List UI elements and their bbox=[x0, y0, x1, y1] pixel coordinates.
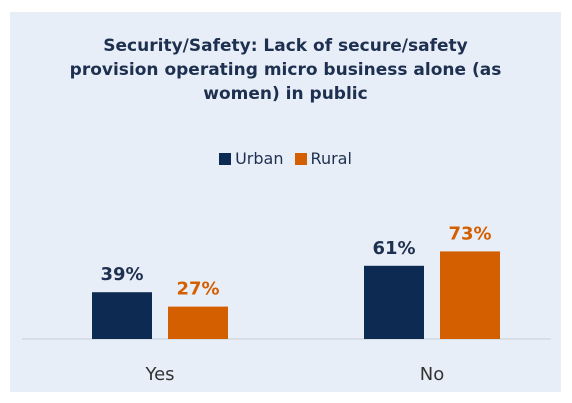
data-label-no-rural: 73% bbox=[448, 223, 491, 244]
chart-title: Security/Safety: Lack of secure/safety p… bbox=[10, 34, 561, 106]
legend-swatch-urban bbox=[219, 153, 232, 165]
chart-title-line-2: provision operating micro business alone… bbox=[69, 60, 502, 80]
data-label-yes-urban: 39% bbox=[100, 264, 143, 285]
chart-title-line-1: Security/Safety: Lack of secure/safety bbox=[103, 36, 468, 56]
bar-no-urban bbox=[364, 265, 424, 339]
legend-label-rural: Rural bbox=[310, 149, 352, 168]
chart-title-line-3: women) in public bbox=[203, 84, 368, 104]
legend-item-rural: Rural bbox=[294, 149, 352, 168]
legend-item-urban: Urban bbox=[219, 149, 283, 168]
legend-label-urban: Urban bbox=[235, 149, 284, 168]
legend-swatch-rural bbox=[294, 153, 307, 165]
data-label-yes-rural: 27% bbox=[176, 279, 219, 300]
chart-legend: Urban Rural bbox=[10, 149, 561, 168]
bar-yes-rural bbox=[168, 306, 228, 339]
x-tick-label-yes: Yes bbox=[144, 364, 174, 385]
data-label-no-urban: 61% bbox=[372, 238, 415, 259]
bar-no-rural bbox=[440, 251, 500, 339]
bar-yes-urban bbox=[92, 292, 152, 339]
x-tick-label-no: No bbox=[420, 364, 444, 385]
